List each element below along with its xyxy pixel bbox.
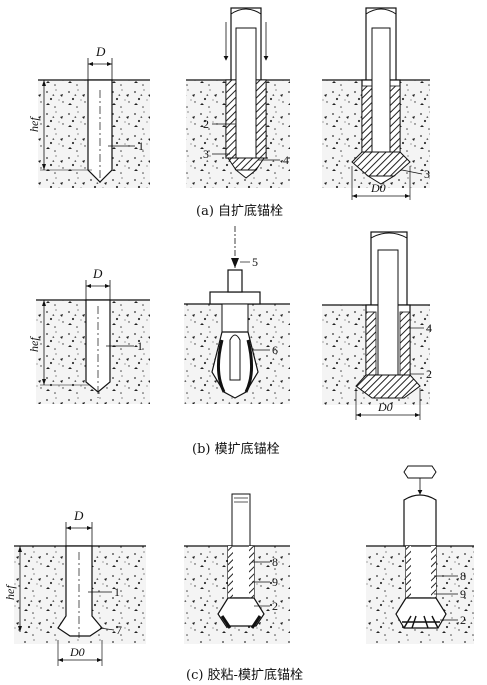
panel-b2: 5 6 <box>184 226 290 404</box>
panel-a1: D hef 1 <box>27 44 150 188</box>
panel-a3: D0 3 <box>322 7 430 200</box>
dim-D: D <box>92 266 103 281</box>
caption-a: (a) 自扩底锚栓 <box>196 204 284 219</box>
callout-label: 2 <box>272 599 278 613</box>
callout-label: 9 <box>272 575 278 589</box>
callout-label: 8 <box>272 555 278 569</box>
panel-b1: D hef 1 <box>27 266 150 404</box>
callout-label: 7 <box>116 623 122 637</box>
callout-label: 1 <box>138 139 144 153</box>
caption-b: (b) 模扩底锚栓 <box>192 442 280 457</box>
callout-label: 2 <box>426 367 432 381</box>
callout-label: 3 <box>424 167 430 181</box>
panel-c3: 8 9 2 <box>366 465 474 644</box>
panel-b3: D0 4 2 <box>322 231 432 420</box>
callout-label: 2 <box>460 613 466 627</box>
panel-a2: 2 3 4 <box>186 7 290 188</box>
callout-label: 1 <box>137 339 143 353</box>
dim-D: D <box>95 44 106 59</box>
dim-D: D <box>73 508 84 523</box>
callout-label: 3 <box>203 147 209 161</box>
dim-hef: hef <box>3 584 17 600</box>
panel-c1: D hef D0 1 7 <box>3 508 146 666</box>
dim-D0: D0 <box>69 645 85 659</box>
callout-label: 1 <box>114 585 120 599</box>
callout-label: 8 <box>460 569 466 583</box>
callout-label: 4 <box>426 321 432 335</box>
dim-hef: hef <box>27 336 41 352</box>
callout-label: 2 <box>203 117 209 131</box>
panel-c2: 8 9 2 <box>184 493 290 644</box>
callout-label: 5 <box>252 255 258 269</box>
callout-label: 4 <box>283 153 289 167</box>
caption-c: (c) 胶粘-模扩底锚栓 <box>186 668 303 683</box>
callout-label: 9 <box>460 587 466 601</box>
dim-D0: D0 <box>370 181 386 195</box>
dim-D0: D0 <box>377 400 393 414</box>
dim-hef: hef <box>27 116 41 132</box>
callout-label: 6 <box>272 343 278 357</box>
